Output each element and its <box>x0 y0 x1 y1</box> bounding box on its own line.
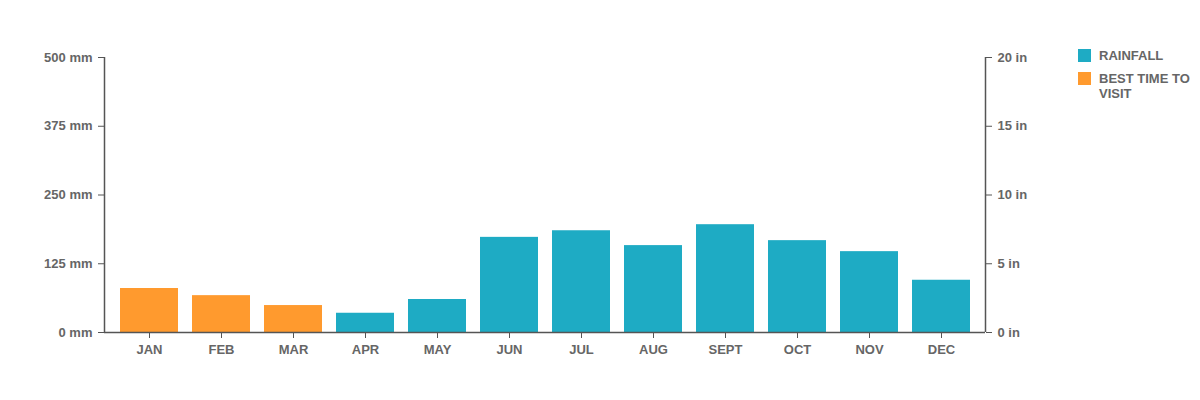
svg-text:250 mm: 250 mm <box>44 187 92 202</box>
svg-text:MAY: MAY <box>424 342 452 357</box>
svg-text:15 in: 15 in <box>998 118 1028 133</box>
html-text:RAINFALL: RAINFALL <box>1099 48 1164 63</box>
svg-text:MAR: MAR <box>279 342 309 357</box>
svg-text:JAN: JAN <box>136 342 162 357</box>
svg-text:500 mm: 500 mm <box>44 50 92 65</box>
svg-text:0 in: 0 in <box>998 325 1020 340</box>
svg-text:JUN: JUN <box>496 342 522 357</box>
svg-text:SEPT: SEPT <box>709 342 743 357</box>
svg-text:375 mm: 375 mm <box>44 118 92 133</box>
html-text:BEST TIME TO VISIT: BEST TIME TO VISIT <box>1099 71 1190 101</box>
svg-text:10 in: 10 in <box>998 187 1028 202</box>
svg-text:APR: APR <box>352 342 380 357</box>
svg-text:5 in: 5 in <box>998 256 1020 271</box>
svg-text:OCT: OCT <box>784 342 812 357</box>
svg-text:125 mm: 125 mm <box>44 256 92 271</box>
svg-text:DEC: DEC <box>928 342 956 357</box>
svg-text:NOV: NOV <box>855 342 884 357</box>
svg-text:JUL: JUL <box>569 342 594 357</box>
svg-text:20 in: 20 in <box>998 50 1028 65</box>
svg-text:FEB: FEB <box>209 342 235 357</box>
svg-text:0 mm: 0 mm <box>59 325 93 340</box>
svg-text:AUG: AUG <box>639 342 668 357</box>
